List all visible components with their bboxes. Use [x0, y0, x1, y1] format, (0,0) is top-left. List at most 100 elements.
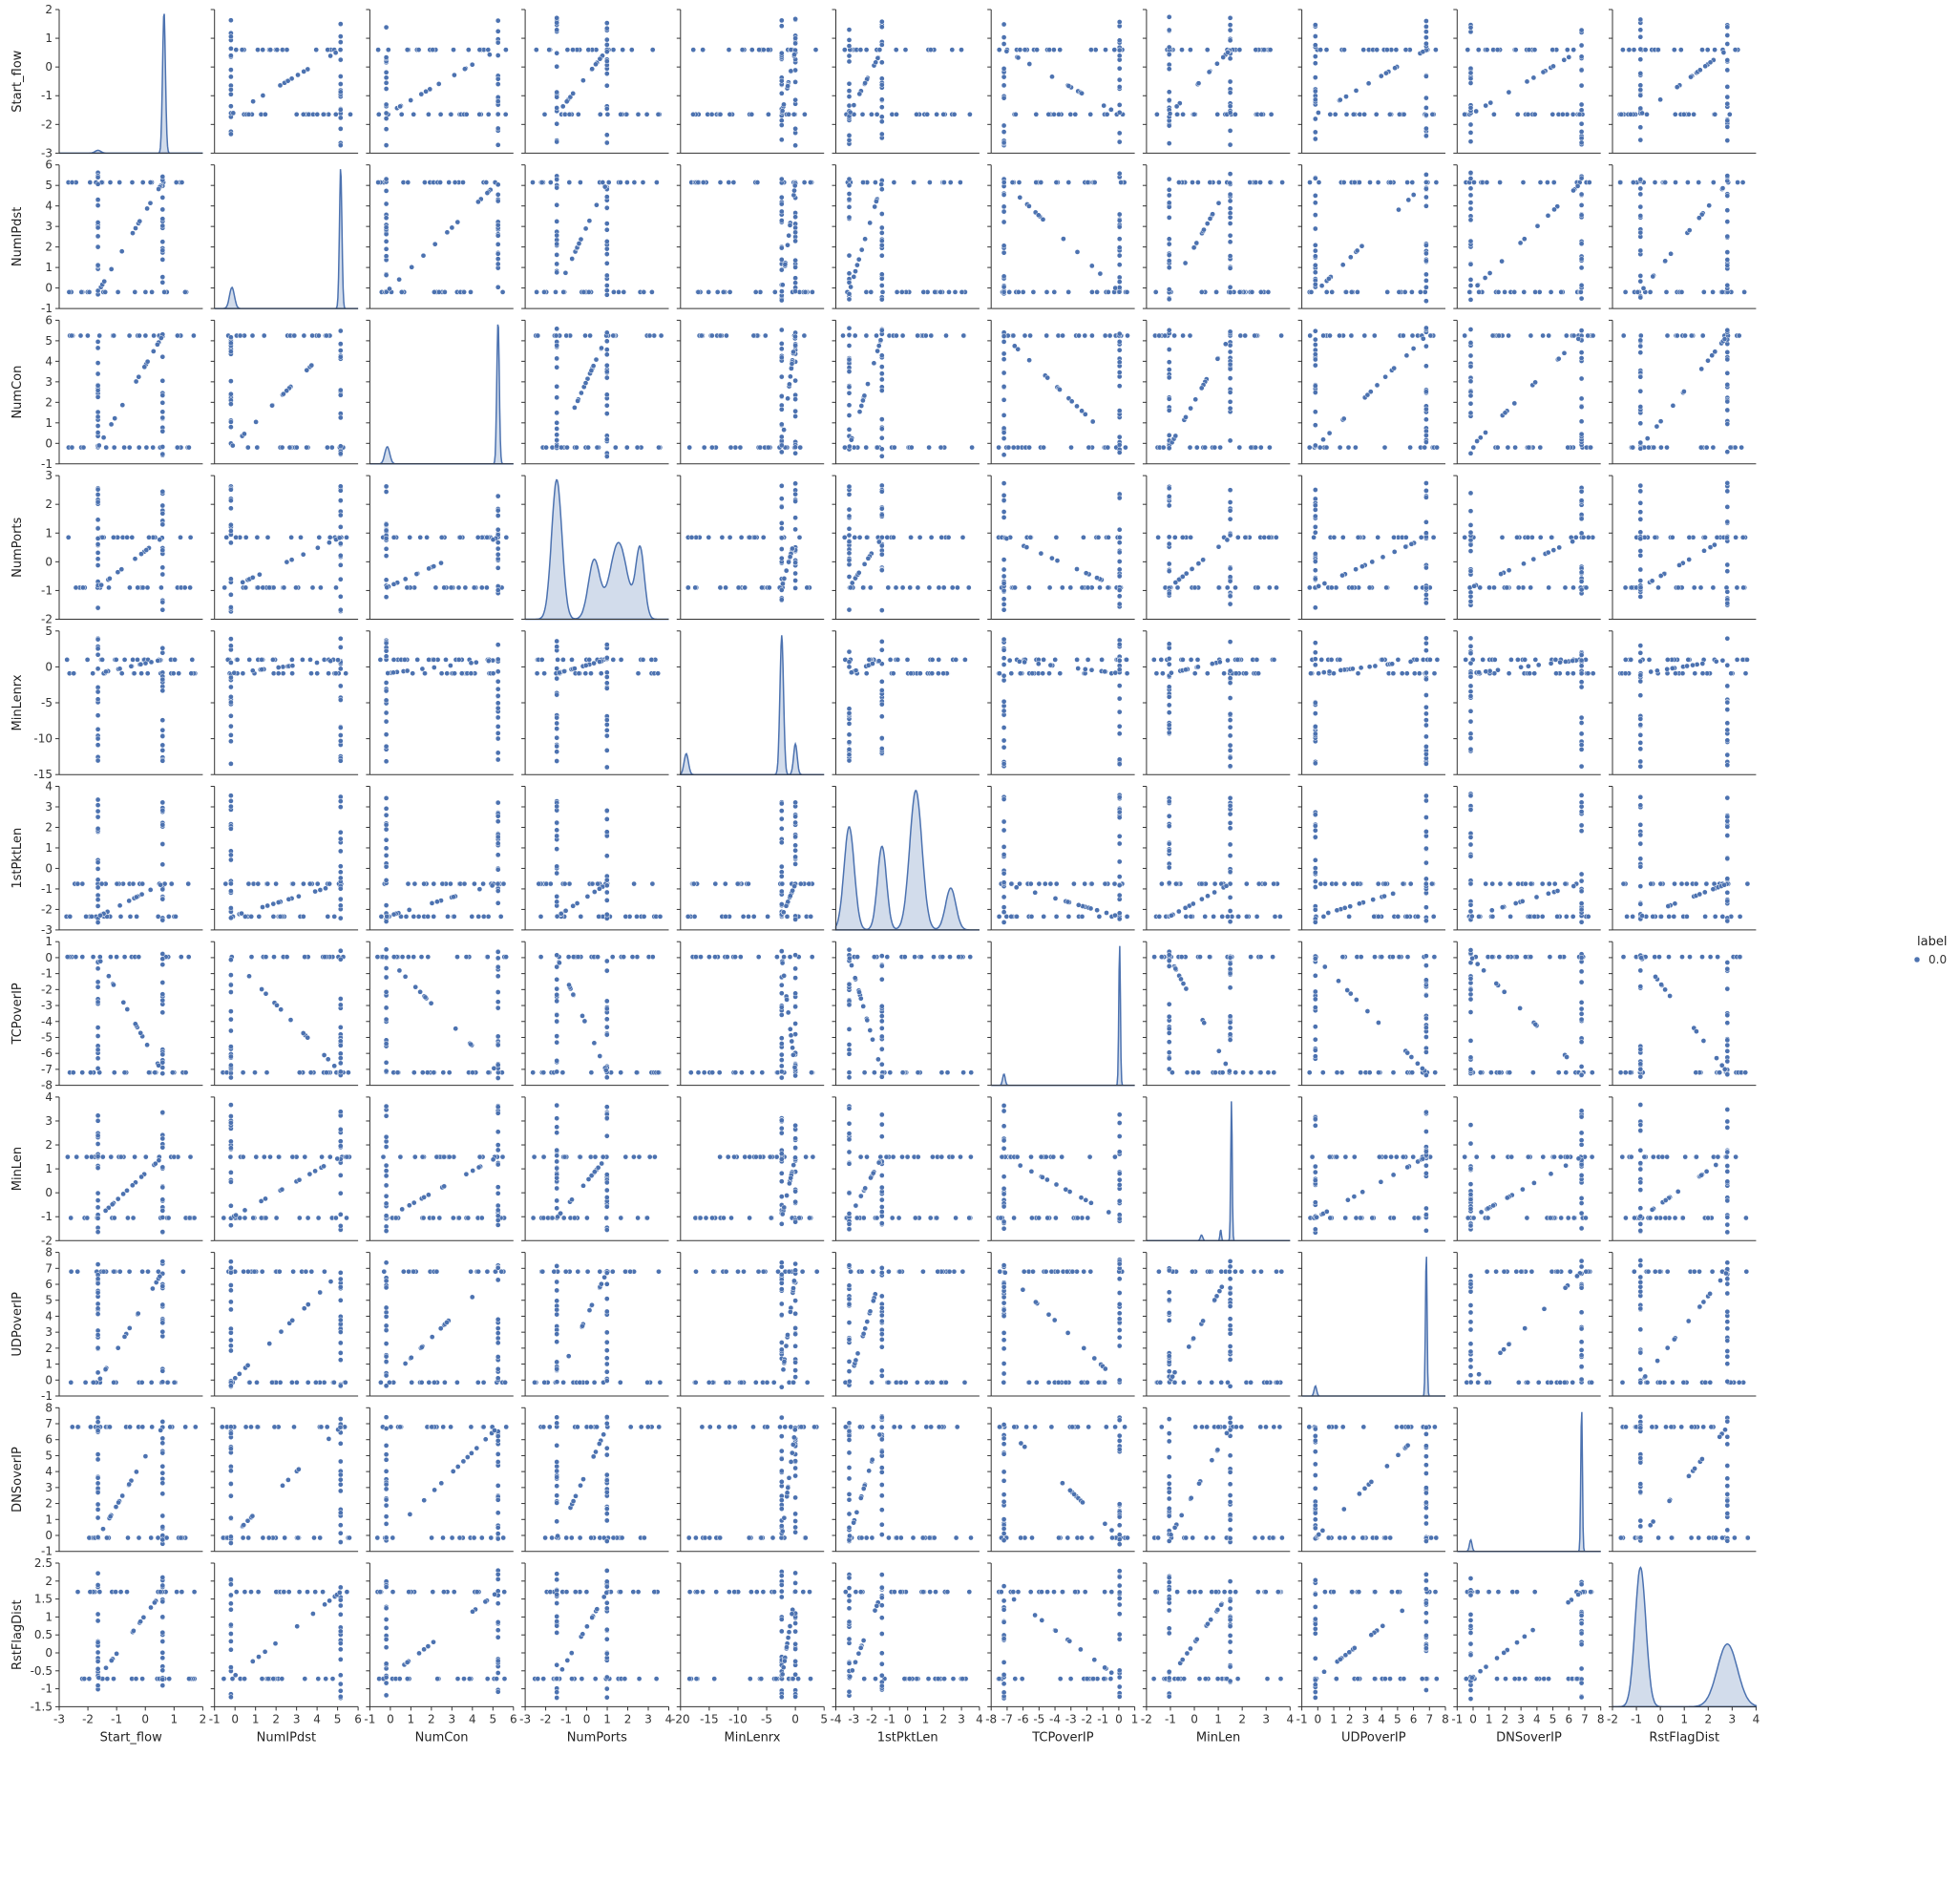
scatter-point — [1637, 716, 1644, 722]
scatter-point — [1724, 67, 1731, 74]
scatter-point — [1575, 336, 1582, 342]
scatter-point — [337, 443, 344, 450]
scatter-point — [288, 534, 294, 540]
scatter-point — [1550, 547, 1557, 553]
scatter-point — [260, 47, 266, 53]
scatter-point — [603, 717, 610, 723]
scatter-point — [1192, 396, 1199, 403]
scatter-point — [87, 180, 94, 185]
scatter-point — [1001, 219, 1007, 225]
scatter-point — [708, 332, 715, 339]
scatter-point — [1578, 129, 1585, 135]
scatter-point — [337, 39, 344, 45]
scatter-point — [585, 289, 592, 295]
scatter-point — [223, 534, 230, 540]
scatter-point — [1125, 332, 1130, 339]
scatter-point — [1254, 657, 1260, 663]
scatter-point — [476, 47, 483, 53]
scatter-point — [1423, 640, 1429, 646]
scatter-point — [1022, 332, 1028, 339]
scatter-point — [422, 670, 428, 677]
scatter-point — [1312, 487, 1318, 493]
scatter-point — [495, 545, 501, 552]
scatter-point — [1011, 343, 1018, 349]
scatter-point — [778, 208, 785, 215]
scatter-point — [1549, 47, 1556, 53]
scatter-point — [730, 180, 737, 185]
scatter-point — [250, 98, 256, 105]
scatter-point — [1312, 74, 1318, 80]
scatter-point — [951, 111, 958, 117]
scatter-point — [894, 332, 899, 339]
scatter-point — [1327, 111, 1334, 117]
scatter-point — [1578, 670, 1585, 677]
scatter-point — [878, 453, 885, 459]
scatter-point — [95, 498, 101, 505]
scatter-point — [846, 739, 853, 746]
scatter-point — [1590, 670, 1596, 677]
scatter-point — [485, 111, 492, 117]
scatter-point — [64, 657, 71, 663]
scatter-point — [582, 663, 589, 668]
scatter-point — [778, 122, 785, 128]
scatter-point — [1357, 180, 1362, 185]
scatter-point — [1001, 339, 1007, 345]
scatter-point — [1423, 480, 1429, 486]
scatter-point — [1079, 584, 1085, 591]
scatter-point — [1179, 47, 1185, 53]
scatter-point — [159, 377, 166, 384]
scatter-point — [1549, 111, 1556, 117]
scatter-point — [1001, 581, 1007, 586]
scatter-point — [846, 413, 853, 418]
scatter-point — [878, 735, 885, 741]
scatter-point — [1431, 670, 1438, 677]
scatter-point — [117, 914, 124, 920]
scatter-point — [578, 180, 583, 185]
scatter-point — [228, 91, 234, 97]
scatter-point — [898, 289, 905, 295]
scatter-point — [1204, 47, 1211, 53]
scatter-point — [409, 264, 415, 270]
scatter-point — [149, 289, 155, 295]
scatter-point — [1227, 289, 1233, 295]
scatter-point — [778, 597, 785, 603]
scatter-point — [1637, 445, 1644, 452]
scatter-point — [1227, 398, 1233, 405]
scatter-point — [1637, 87, 1644, 93]
scatter-point — [1403, 352, 1410, 359]
scatter-point — [495, 232, 501, 239]
scatter-point — [159, 502, 166, 509]
scatter-point — [940, 584, 947, 591]
scatter-point — [1106, 289, 1111, 295]
scatter-point — [244, 444, 251, 451]
scatter-point — [603, 272, 610, 279]
scatter-point — [1349, 584, 1356, 591]
scatter-point — [599, 345, 604, 351]
scatter-point — [1172, 433, 1179, 439]
scatter-point — [1637, 82, 1644, 89]
scatter-point — [1724, 356, 1731, 363]
scatter-point — [228, 521, 234, 528]
scatter-point — [726, 180, 732, 185]
scatter-point — [1266, 584, 1273, 591]
scatter-point — [878, 81, 885, 88]
scatter-point — [554, 749, 560, 755]
scatter-point — [802, 289, 809, 295]
scatter-point — [327, 539, 332, 546]
scatter-point — [228, 33, 234, 40]
scatter-point — [926, 444, 932, 451]
scatter-point — [1570, 539, 1575, 544]
scatter-point — [1637, 337, 1644, 344]
scatter-point — [603, 71, 610, 76]
scatter-point — [1102, 332, 1108, 339]
scatter-point — [1620, 47, 1626, 53]
scatter-point — [1691, 584, 1697, 591]
scatter-point — [1001, 509, 1007, 515]
scatter-point — [1484, 180, 1490, 185]
scatter-point — [69, 180, 75, 185]
scatter-point — [778, 266, 785, 273]
scatter-point — [915, 332, 920, 339]
scatter-point — [495, 53, 501, 58]
scatter-point — [300, 657, 306, 663]
scatter-point — [554, 364, 560, 370]
